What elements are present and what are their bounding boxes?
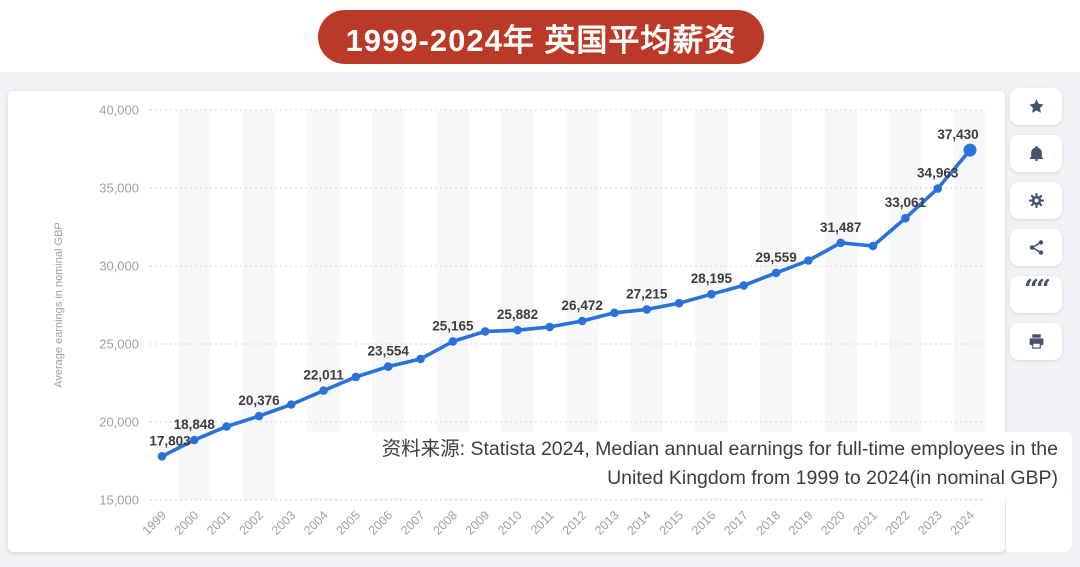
- alerts-button[interactable]: [1010, 135, 1062, 172]
- data-point: [190, 435, 199, 445]
- x-tick-label: 2000: [172, 508, 202, 538]
- data-label: 20,376: [238, 393, 280, 408]
- y-tick-label: 30,000: [99, 259, 139, 274]
- data-point: [739, 281, 749, 290]
- data-label: 22,011: [303, 368, 344, 383]
- data-point: [513, 325, 522, 335]
- data-label: 33,061: [885, 195, 927, 210]
- x-tick-label: 2016: [689, 508, 719, 538]
- chart-section: 15,000 20,000 25,000 30,000 35,000 40,000 Aver…: [0, 72, 1080, 567]
- x-tick-label: 2012: [560, 508, 590, 538]
- data-point: [642, 305, 652, 314]
- data-label: 34,963: [917, 166, 959, 181]
- y-axis-title: Average earnings in nominal GBP: [53, 222, 65, 388]
- x-tick-label: 2010: [495, 508, 525, 538]
- x-tick-label: 2024: [948, 508, 978, 538]
- x-tick-label: 1999: [140, 508, 170, 538]
- share-icon: [1029, 240, 1043, 255]
- header: 1999-2024年 英国平均薪资: [0, 0, 1080, 72]
- x-tick-label: 2022: [883, 508, 913, 538]
- data-label: 25,882: [497, 307, 538, 322]
- data-point: [319, 386, 328, 395]
- x-tick-label: 2009: [463, 508, 493, 538]
- x-tick-label: 2007: [398, 508, 428, 538]
- x-tick-label: 2004: [301, 508, 331, 538]
- data-point: [933, 184, 942, 193]
- source-line-2: United Kingdom from 1999 to 2024(in nomi…: [607, 467, 1058, 489]
- toolbar: ““: [1010, 88, 1062, 370]
- x-tick-label: 2002: [237, 508, 267, 538]
- favorite-button[interactable]: [1010, 88, 1062, 125]
- series-line: [160, 148, 972, 459]
- data-point: [868, 241, 878, 251]
- data-point: [771, 268, 781, 278]
- quote-icon: ““: [1024, 274, 1051, 305]
- data-point: [157, 452, 167, 461]
- y-tick-label: 20,000: [99, 415, 139, 430]
- x-tick-label: 2006: [366, 508, 396, 538]
- bell-icon: [1029, 146, 1043, 161]
- data-point: [383, 362, 393, 371]
- data-point: [836, 238, 845, 248]
- x-tick-label: 2001: [204, 508, 234, 538]
- data-point: [901, 213, 910, 223]
- title-banner: 1999-2024年 英国平均薪资: [318, 10, 764, 64]
- data-label: 31,487: [820, 220, 861, 235]
- data-point: [254, 411, 264, 421]
- data-point: [577, 316, 587, 326]
- y-tick-label: 40,000: [99, 103, 139, 118]
- data-point: [610, 308, 619, 318]
- x-tick-label: 2003: [269, 508, 299, 538]
- x-tick-label: 2019: [786, 508, 816, 538]
- data-label: 25,165: [432, 318, 474, 333]
- data-point: [963, 143, 977, 157]
- settings-button[interactable]: [1010, 182, 1062, 219]
- y-tick-label: 25,000: [99, 337, 139, 352]
- x-tick-label: 2013: [592, 508, 622, 538]
- printer-icon: [1029, 334, 1043, 349]
- x-tick-label: 2021: [851, 508, 881, 538]
- data-label: 28,195: [691, 271, 733, 286]
- data-label: 23,554: [368, 344, 410, 359]
- x-tick-label: 2017: [721, 508, 751, 538]
- source-line-1: 资料来源: Statista 2024, Median annual earni…: [381, 438, 1058, 460]
- x-tick-label: 2014: [624, 508, 654, 538]
- x-tick-label: 2020: [818, 508, 848, 538]
- x-tick-label: 2005: [333, 508, 363, 538]
- plot-band: [242, 110, 276, 500]
- data-label: 27,215: [626, 286, 668, 301]
- gear-icon: [1028, 193, 1044, 208]
- data-label: 17,803: [149, 433, 191, 448]
- source-note: 资料来源: Statista 2024, Median annual earni…: [292, 432, 1072, 498]
- x-tick-label: 2018: [754, 508, 784, 538]
- x-tick-label: 2011: [528, 508, 557, 537]
- data-point: [222, 422, 231, 431]
- data-label: 37,430: [937, 127, 978, 142]
- data-point: [674, 298, 684, 308]
- data-point: [416, 354, 425, 364]
- x-tick-label: 2008: [430, 508, 460, 538]
- x-tick-label: 2023: [915, 508, 945, 538]
- data-point: [804, 256, 813, 265]
- data-point: [707, 289, 716, 299]
- y-tick-label: 35,000: [99, 181, 139, 196]
- data-label: 26,472: [562, 298, 603, 313]
- star-icon: [1028, 99, 1044, 113]
- y-tick-label: 15,000: [99, 493, 139, 508]
- data-label: 29,559: [755, 250, 796, 265]
- data-point: [351, 372, 361, 382]
- cite-button[interactable]: ““: [1010, 276, 1062, 313]
- page-title: 1999-2024年 英国平均薪资: [345, 22, 737, 58]
- data-label: 18,848: [174, 417, 216, 432]
- x-tick-label: 2015: [657, 508, 687, 538]
- share-button[interactable]: [1010, 229, 1062, 266]
- data-point: [448, 337, 458, 346]
- data-point: [480, 327, 490, 336]
- data-point: [545, 322, 555, 332]
- print-button[interactable]: [1010, 323, 1062, 360]
- data-point: [287, 400, 296, 409]
- card-corner: [1006, 496, 1072, 552]
